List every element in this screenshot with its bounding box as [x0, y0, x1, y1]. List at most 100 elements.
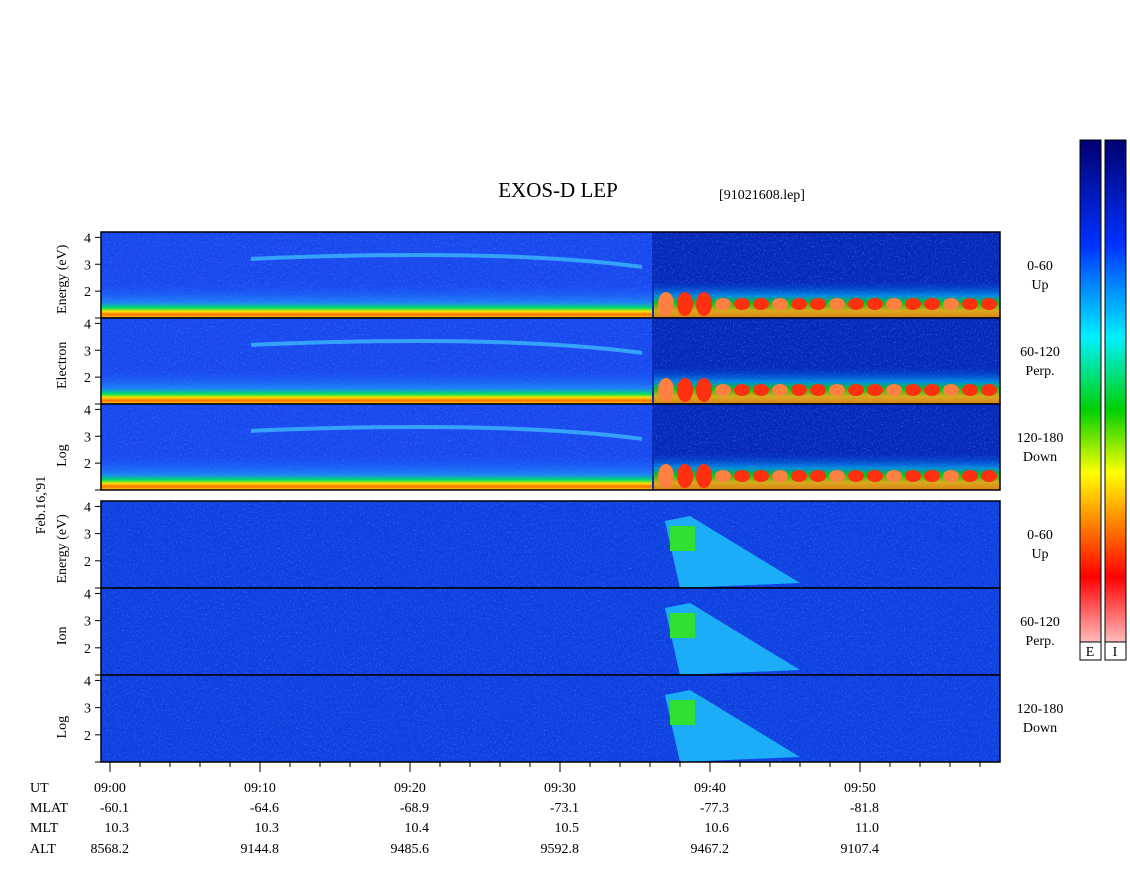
flux-blob — [981, 470, 997, 482]
y-axis-label: Energy (eV) — [55, 514, 70, 584]
flux-band — [654, 280, 1000, 318]
ephemeris-value: 10.3 — [255, 821, 280, 836]
ephemeris-value: 10.5 — [555, 821, 580, 836]
flux-blob — [905, 298, 921, 310]
ephemeris-name: MLT — [30, 821, 59, 836]
flux-blob — [734, 298, 750, 310]
flux-blob — [677, 378, 693, 402]
flux-band — [101, 368, 652, 404]
ephemeris-value: 09:20 — [394, 781, 426, 796]
y-tick-label: 4 — [84, 674, 91, 689]
flux-band — [654, 366, 1000, 404]
flux-blob — [810, 384, 826, 396]
ephemeris-value: -73.1 — [550, 801, 579, 816]
flux-blob — [715, 470, 731, 482]
flux-blob — [867, 384, 883, 396]
flux-blob — [715, 384, 731, 396]
ephemeris-value: 09:30 — [544, 781, 576, 796]
flux-blob — [753, 470, 769, 482]
ephemeris-value: 8568.2 — [91, 842, 130, 857]
flux-blob — [791, 298, 807, 310]
y-tick-label: 4 — [84, 403, 91, 418]
flux-blob — [696, 292, 712, 316]
flux-blob — [791, 470, 807, 482]
flux-blob — [848, 470, 864, 482]
ephemeris-value: 9107.4 — [841, 842, 880, 857]
pitch-range: 120-180 — [1017, 702, 1064, 717]
ion-core — [670, 526, 695, 551]
flux-blob — [658, 378, 674, 402]
flux-blob — [886, 298, 902, 310]
ion-feature — [665, 690, 800, 762]
flux-blob — [810, 298, 826, 310]
flux-blob — [943, 470, 959, 482]
flux-blob — [734, 470, 750, 482]
pitch-range: 0-60 — [1027, 259, 1053, 274]
pitch-direction: Down — [1023, 721, 1057, 736]
y-tick-label: 3 — [84, 528, 91, 543]
flux-band — [101, 454, 652, 490]
flux-blob — [772, 384, 788, 396]
y-axis-label: Log — [55, 444, 70, 467]
ion-core — [670, 700, 695, 725]
pitch-range: 120-180 — [1017, 431, 1064, 446]
spectrogram-noise — [101, 501, 1000, 588]
spectrogram-noise — [101, 588, 1000, 675]
flux-blob — [810, 470, 826, 482]
ephemeris-value: 9144.8 — [241, 842, 280, 857]
y-tick-label: 3 — [84, 430, 91, 445]
flux-blob — [753, 384, 769, 396]
pitch-range: 0-60 — [1027, 528, 1053, 543]
panel-frame — [100, 403, 1001, 491]
flux-blob — [981, 384, 997, 396]
flux-blob — [829, 298, 845, 310]
ephemeris-value: 10.4 — [405, 821, 430, 836]
flux-blob — [696, 464, 712, 488]
ephemeris-value: -77.3 — [700, 801, 729, 816]
y-tick-label: 2 — [84, 371, 91, 386]
flux-blob — [943, 384, 959, 396]
ephemeris-value: 11.0 — [855, 821, 879, 836]
flux-blob — [848, 384, 864, 396]
flux-blob — [772, 298, 788, 310]
flux-blob — [981, 298, 997, 310]
y-tick-label: 2 — [84, 285, 91, 300]
colorbar-box — [1079, 641, 1102, 661]
date: Feb.16,'91 — [34, 476, 49, 535]
ephemeris-value: 10.6 — [705, 821, 730, 836]
spectrogram-noise — [101, 675, 1000, 762]
pitch-range: 60-120 — [1020, 345, 1060, 360]
flux-blob — [962, 384, 978, 396]
ion-feature — [665, 516, 800, 588]
y-tick-label: 3 — [84, 344, 91, 359]
y-tick-label: 4 — [84, 317, 91, 332]
colorbar-box — [1104, 641, 1127, 661]
flux-blob — [867, 470, 883, 482]
flux-blob — [924, 298, 940, 310]
flux-blob — [829, 384, 845, 396]
y-axis-label: Log — [55, 716, 70, 739]
y-tick-label: 2 — [84, 457, 91, 472]
ephemeris-value: 9485.6 — [391, 842, 430, 857]
ephemeris-name: UT — [30, 781, 49, 796]
colorbar-label: I — [1113, 645, 1118, 660]
pitch-range: 60-120 — [1020, 615, 1060, 630]
y-tick-label: 4 — [84, 231, 91, 246]
flux-blob — [734, 384, 750, 396]
y-axis-label: Electron — [55, 342, 70, 389]
colorbar — [1104, 139, 1127, 661]
ephemeris-value: 09:50 — [844, 781, 876, 796]
y-tick-label: 2 — [84, 555, 91, 570]
flux-blob — [677, 464, 693, 488]
ephemeris-value: 09:40 — [694, 781, 726, 796]
y-tick-label: 3 — [84, 615, 91, 630]
flux-blob — [753, 298, 769, 310]
y-axis-label: Energy (eV) — [55, 244, 70, 314]
flux-band — [101, 282, 652, 318]
flux-blob — [905, 384, 921, 396]
flux-blob — [905, 470, 921, 482]
flux-blob — [962, 470, 978, 482]
flux-blob — [924, 470, 940, 482]
pitch-direction: Perp. — [1025, 364, 1054, 379]
